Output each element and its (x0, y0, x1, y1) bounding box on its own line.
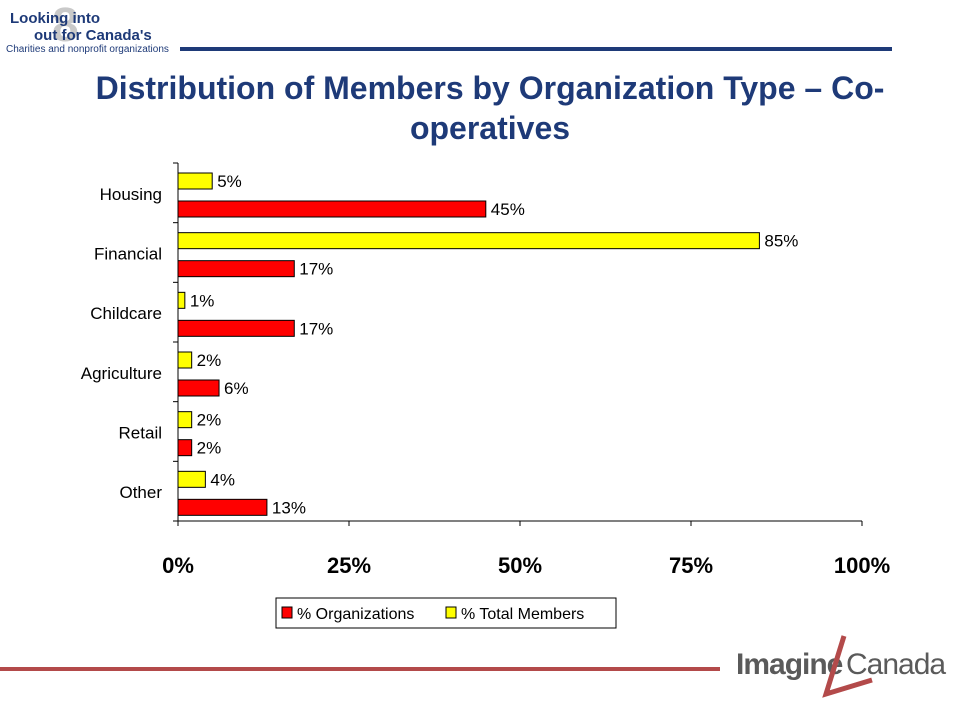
legend-label: % Organizations (297, 606, 414, 623)
category-label: Financial (94, 245, 162, 264)
bar-organizations (177, 260, 295, 278)
x-tick-label: 100% (834, 553, 890, 578)
bar-organizations (177, 439, 193, 457)
bar-members (177, 291, 186, 309)
data-label-organizations: 45% (491, 200, 525, 219)
footer-divider (0, 667, 720, 671)
x-tick-label: 25% (327, 553, 371, 578)
bar-organizations (177, 319, 295, 337)
x-tick-label: 50% (498, 553, 542, 578)
legend-label: % Total Members (461, 606, 584, 623)
logo-imagine-text: Imagine (736, 648, 843, 681)
bar-organizations (177, 200, 487, 218)
legend-swatch (445, 606, 457, 619)
x-tick-label: 0% (162, 553, 194, 578)
category-label: Housing (100, 185, 162, 204)
data-label-members: 2% (197, 411, 222, 430)
category-label: Other (119, 483, 162, 502)
imagine-canada-mark-icon (822, 635, 873, 698)
data-label-members: 85% (764, 232, 798, 251)
data-label-organizations: 6% (224, 379, 249, 398)
header-divider (180, 47, 892, 51)
bar-members (177, 172, 213, 190)
looking-into-logo: 8 Looking into out for Canada's Charitie… (6, 0, 181, 56)
data-label-organizations: 17% (299, 319, 333, 338)
bar-organizations (177, 379, 220, 397)
legend-swatch (281, 606, 293, 619)
data-label-organizations: 13% (272, 498, 306, 517)
data-label-members: 5% (217, 172, 242, 191)
category-label: Agriculture (81, 364, 162, 383)
x-tick-label: 75% (669, 553, 713, 578)
logo-text-line1: Looking into (10, 10, 100, 27)
bar-members (177, 470, 206, 488)
data-label-organizations: 2% (197, 439, 222, 458)
category-label: Childcare (90, 304, 162, 323)
bar-organizations (177, 498, 268, 516)
bar-members (177, 351, 193, 369)
bar-members (177, 411, 193, 429)
data-label-organizations: 17% (299, 260, 333, 279)
logo-canada-text: Canada (846, 648, 946, 681)
data-label-members: 4% (210, 470, 235, 489)
data-label-members: 1% (190, 291, 215, 310)
logo-text-line3: Charities and nonprofit organizations (6, 44, 169, 55)
data-label-members: 2% (197, 351, 222, 370)
imagine-canada-logo: Imagine Canada (736, 632, 946, 702)
category-label: Retail (119, 424, 162, 443)
logo-text-line2: out for Canada's (34, 27, 152, 44)
bar-members (177, 232, 760, 250)
chart-title: Distribution of Members by Organization … (95, 70, 885, 146)
